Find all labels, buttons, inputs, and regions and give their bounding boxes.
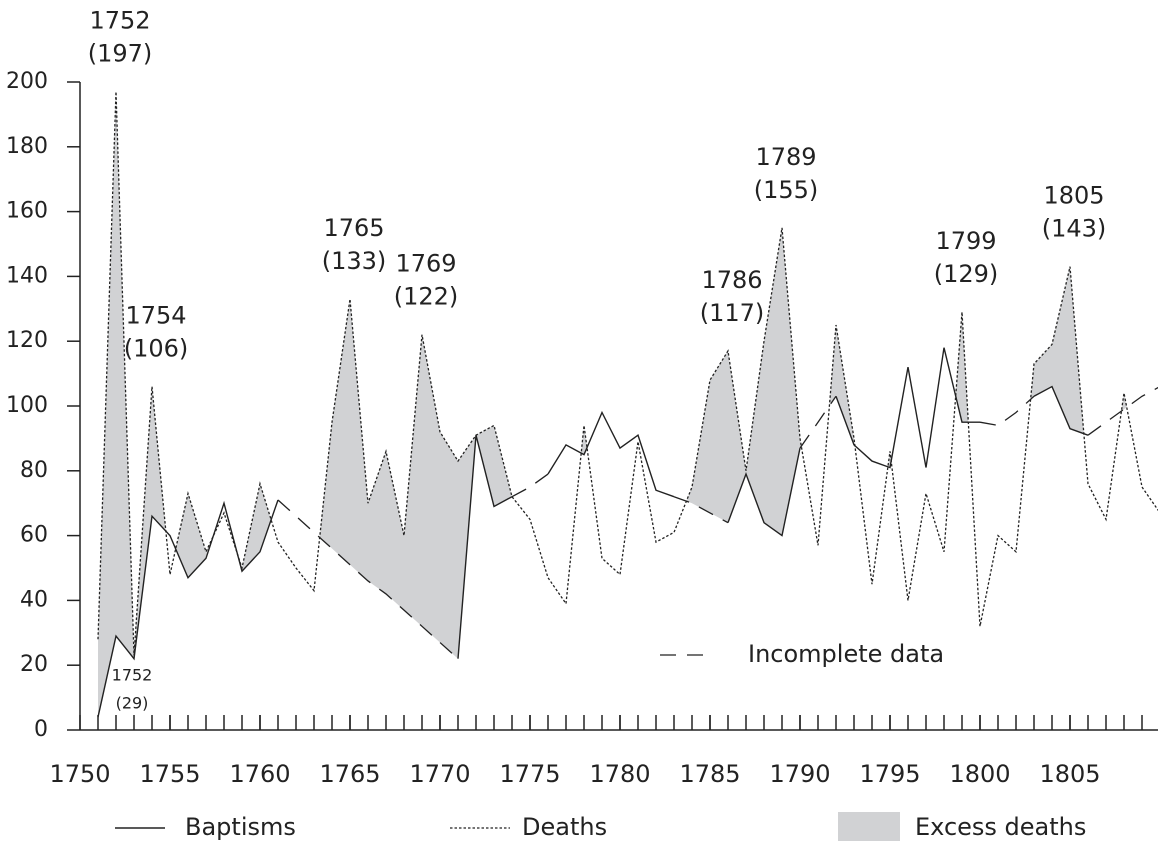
x-tick-label: 1750 xyxy=(49,760,110,788)
annotation-value: (133) xyxy=(322,247,387,275)
excess-area xyxy=(116,91,134,659)
excess-area xyxy=(692,380,710,513)
excess-area xyxy=(782,227,800,536)
x-tick-label: 1800 xyxy=(949,760,1010,788)
line-dashed xyxy=(673,496,729,524)
excess-area xyxy=(728,350,746,523)
x-tick-label: 1755 xyxy=(139,760,200,788)
x-tick-label: 1795 xyxy=(859,760,920,788)
annotation-value: (122) xyxy=(394,283,459,311)
line-dotted xyxy=(97,91,1158,656)
annotation-value: (117) xyxy=(700,299,765,327)
excess-area xyxy=(386,451,404,611)
y-tick-label: 120 xyxy=(6,328,48,353)
line-solid xyxy=(1033,385,1089,436)
excess-area xyxy=(746,341,764,523)
y-tick-label: 140 xyxy=(6,263,48,288)
x-tick-label: 1770 xyxy=(409,760,470,788)
annotation-value: (197) xyxy=(88,40,153,68)
excess-area xyxy=(764,227,782,536)
excess-area xyxy=(188,493,206,578)
line-dashed xyxy=(511,473,549,498)
legend-label: Baptisms xyxy=(185,813,296,841)
excess-area xyxy=(686,487,692,504)
line-dashed xyxy=(1087,386,1158,436)
line-solid xyxy=(457,434,513,659)
y-tick-label: 160 xyxy=(6,199,48,224)
excess-area xyxy=(404,334,422,627)
annotation-year: 1789 xyxy=(755,143,816,171)
annotation-value: (129) xyxy=(934,260,999,288)
legend-label: Incomplete data xyxy=(748,640,944,668)
line-dashed xyxy=(799,395,837,449)
y-tick-label: 80 xyxy=(20,458,48,483)
x-tick-label: 1780 xyxy=(589,760,650,788)
line-dashed xyxy=(277,499,459,660)
excess-area xyxy=(440,431,458,659)
excess-area xyxy=(350,299,368,581)
annotation-year: 1765 xyxy=(323,214,384,242)
x-tick-label: 1790 xyxy=(769,760,830,788)
excess-area xyxy=(836,325,854,445)
excess-area xyxy=(710,350,728,523)
annotation-year: 1754 xyxy=(125,302,186,330)
excess-area xyxy=(1121,393,1124,412)
annotation-year: 1799 xyxy=(935,227,996,255)
x-tick-label: 1805 xyxy=(1039,760,1100,788)
legend-label: Deaths xyxy=(522,813,607,841)
annotation-value: (143) xyxy=(1042,215,1107,243)
excess-area xyxy=(332,299,350,565)
excess-area xyxy=(955,312,962,423)
line-solid xyxy=(835,347,980,469)
x-tick-label: 1785 xyxy=(679,760,740,788)
excess-area xyxy=(1034,344,1052,397)
line-solid xyxy=(727,447,801,537)
excess-area xyxy=(260,483,272,552)
legend-swatch xyxy=(838,812,900,841)
y-tick-label: 40 xyxy=(20,587,48,612)
excess-area xyxy=(422,334,440,643)
line-solid xyxy=(97,499,279,718)
x-tick-label: 1775 xyxy=(499,760,560,788)
excess-area xyxy=(98,91,116,718)
annotation-value: (106) xyxy=(124,335,189,363)
line-solid xyxy=(547,410,675,498)
annotation-value: (155) xyxy=(754,176,819,204)
x-tick-label: 1760 xyxy=(229,760,290,788)
legend-label: Excess deaths xyxy=(915,813,1086,841)
excess-area xyxy=(1070,266,1084,434)
y-tick-label: 100 xyxy=(6,393,48,418)
annotation-year: 1769 xyxy=(395,250,456,278)
y-tick-label: 60 xyxy=(20,523,48,548)
annotation-year: 1786 xyxy=(701,266,762,294)
excess-area xyxy=(1052,266,1070,429)
y-tick-label: 20 xyxy=(20,652,48,677)
line-dashed xyxy=(979,395,1035,427)
y-tick-label: 0 xyxy=(34,717,48,742)
excess-area xyxy=(175,493,188,578)
annotation-year: 1752 xyxy=(112,666,153,685)
x-tick-label: 1765 xyxy=(319,760,380,788)
annotation-value: (29) xyxy=(116,694,149,713)
annotation-year: 1752 xyxy=(89,7,150,35)
annotation-year: 1805 xyxy=(1043,182,1104,210)
y-tick-label: 200 xyxy=(6,69,48,94)
excess-area xyxy=(368,451,386,594)
y-tick-label: 180 xyxy=(6,134,48,159)
